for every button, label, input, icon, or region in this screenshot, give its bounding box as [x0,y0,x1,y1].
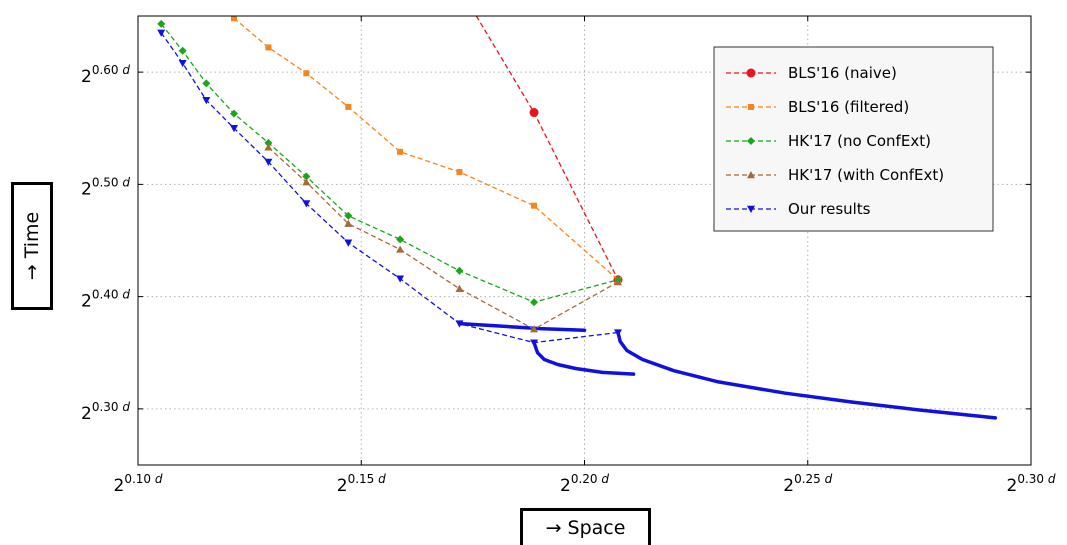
data-point [397,148,404,155]
data-point [178,46,187,55]
data-point [302,178,311,186]
series-line [160,23,619,303]
grid [138,16,1031,465]
axis-ticks: 20.10 d 20.15 d 20.20 d 20.25 d 20.30 d 20.30… [81,16,1056,496]
legend-item: HK'17 (with ConfExt) [726,166,944,184]
data-point [530,298,539,307]
legend-label: BLS'16 (filtered) [788,98,909,116]
legend-item: BLS'16 (filtered) [726,98,909,116]
legend-marker [747,171,755,179]
data-point [264,138,273,147]
data-point [396,235,405,244]
series-line [160,32,619,344]
series-hk-17-no-confext [157,19,622,307]
x-axis-label: → Space [520,508,651,545]
data-point [613,278,622,286]
series-line [233,17,619,281]
data-point [344,239,353,247]
legend-item: Our results [726,200,871,218]
data-point [202,96,211,105]
legend-item: HK'17 (no ConfExt) [726,132,931,150]
data-point [344,211,353,220]
x-tick-label: 20.20 d [560,472,609,496]
y-tick-label: 20.40 d [81,288,130,312]
data-point [303,70,310,77]
data-point [264,143,273,151]
legend-marker [746,68,756,78]
data-point [529,108,539,118]
legend-label: Our results [788,200,871,218]
legend-label: BLS'16 (naive) [788,64,897,82]
y-tick-label: 20.50 d [81,175,130,199]
data-point [264,158,273,166]
legend-label: HK'17 (no ConfExt) [788,132,931,150]
y-axis-label: → Time [11,182,53,310]
series-hk-17-with-confext [264,143,622,333]
our-results-curve [616,330,998,420]
x-tick-label: 20.25 d [783,472,832,496]
y-axis-label-text: → Time [21,211,43,281]
data-point [230,16,237,22]
data-point [456,169,463,176]
x-tick-label: 20.30 d [1007,472,1056,496]
data-point [613,329,622,337]
x-tick-label: 20.15 d [337,472,386,496]
series-our-results [157,29,622,347]
x-tick-label: 20.10 d [114,472,163,496]
y-tick-label: 20.60 d [81,63,130,87]
data-point [229,109,238,118]
our-results-curve [532,340,636,376]
series-line [475,16,619,281]
data-point [265,44,272,51]
y-tick-label: 20.30 d [81,400,130,424]
x-axis-label-text: → Space [545,517,626,539]
series-bls-16-filtered [230,16,621,283]
data-point [202,79,211,88]
data-point [302,200,311,208]
legend-label: HK'17 (with ConfExt) [788,166,944,184]
data-point [344,219,353,227]
legend-marker [748,104,754,110]
legend-marker [747,137,755,145]
plot-data [157,16,998,420]
data-point [157,19,166,28]
data-point [455,284,464,292]
legend-marker [747,205,755,213]
data-point [455,320,464,328]
legend-item: BLS'16 (naive) [726,64,897,82]
data-point [396,245,405,253]
data-point [345,103,352,110]
data-point [530,339,539,347]
data-point [229,125,238,133]
data-point [531,202,538,209]
data-point [455,266,464,275]
data-point [302,172,311,181]
data-point [178,59,187,68]
data-point [396,275,405,283]
legend-box [713,46,994,232]
legend: BLS'16 (naive) BLS'16 (filtered) HK'17 (no… [713,46,994,232]
series-bls-16-naive [475,16,623,285]
series-line [267,146,619,330]
data-point [530,325,539,333]
data-point [157,29,166,37]
our-results-curve [457,321,587,333]
